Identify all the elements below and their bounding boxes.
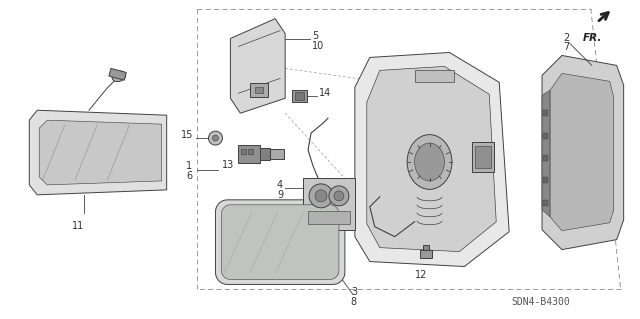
Polygon shape — [216, 200, 345, 285]
Text: SDN4-B4300: SDN4-B4300 — [511, 297, 570, 308]
Text: 7: 7 — [563, 42, 569, 53]
Text: 13: 13 — [222, 160, 234, 170]
Text: 6: 6 — [186, 171, 193, 181]
Bar — [260, 148, 270, 160]
Text: 14: 14 — [319, 88, 332, 98]
Bar — [248, 149, 253, 154]
Polygon shape — [550, 73, 614, 231]
Polygon shape — [542, 56, 623, 249]
Text: 8: 8 — [351, 297, 357, 308]
Bar — [476, 146, 492, 168]
Ellipse shape — [407, 135, 452, 189]
Circle shape — [334, 191, 344, 201]
Polygon shape — [542, 90, 550, 217]
Polygon shape — [355, 52, 509, 267]
Circle shape — [209, 131, 223, 145]
Bar — [241, 149, 246, 154]
Bar — [270, 149, 284, 159]
Bar — [543, 110, 548, 116]
Text: 4: 4 — [277, 180, 283, 190]
Ellipse shape — [415, 143, 444, 181]
Circle shape — [309, 184, 333, 208]
Circle shape — [329, 186, 349, 206]
Text: 3: 3 — [351, 287, 357, 297]
Text: 2: 2 — [563, 33, 569, 42]
Bar — [303, 178, 355, 230]
Bar — [308, 211, 350, 224]
Text: 9: 9 — [277, 190, 283, 200]
Text: 1: 1 — [186, 161, 193, 171]
Bar — [250, 83, 268, 97]
Bar — [109, 68, 126, 80]
Text: 5: 5 — [312, 31, 318, 41]
Polygon shape — [39, 120, 162, 185]
Bar — [238, 145, 260, 163]
Polygon shape — [221, 205, 339, 279]
Bar — [472, 142, 494, 172]
Bar — [543, 200, 548, 206]
Polygon shape — [29, 110, 166, 195]
Bar — [295, 92, 304, 100]
Text: 10: 10 — [312, 41, 324, 51]
Polygon shape — [367, 66, 496, 252]
Bar — [422, 245, 429, 249]
Bar — [543, 133, 548, 138]
Text: 12: 12 — [415, 270, 428, 279]
Text: 15: 15 — [181, 130, 193, 140]
Text: 11: 11 — [72, 221, 84, 231]
Text: FR.: FR. — [583, 33, 602, 42]
Circle shape — [315, 190, 327, 202]
Bar — [255, 87, 263, 93]
Circle shape — [212, 135, 218, 141]
Polygon shape — [230, 19, 285, 113]
Ellipse shape — [112, 71, 125, 82]
Bar — [292, 90, 307, 102]
Bar — [543, 177, 548, 183]
Bar — [415, 70, 454, 82]
Bar — [543, 155, 548, 161]
Bar — [420, 249, 431, 257]
